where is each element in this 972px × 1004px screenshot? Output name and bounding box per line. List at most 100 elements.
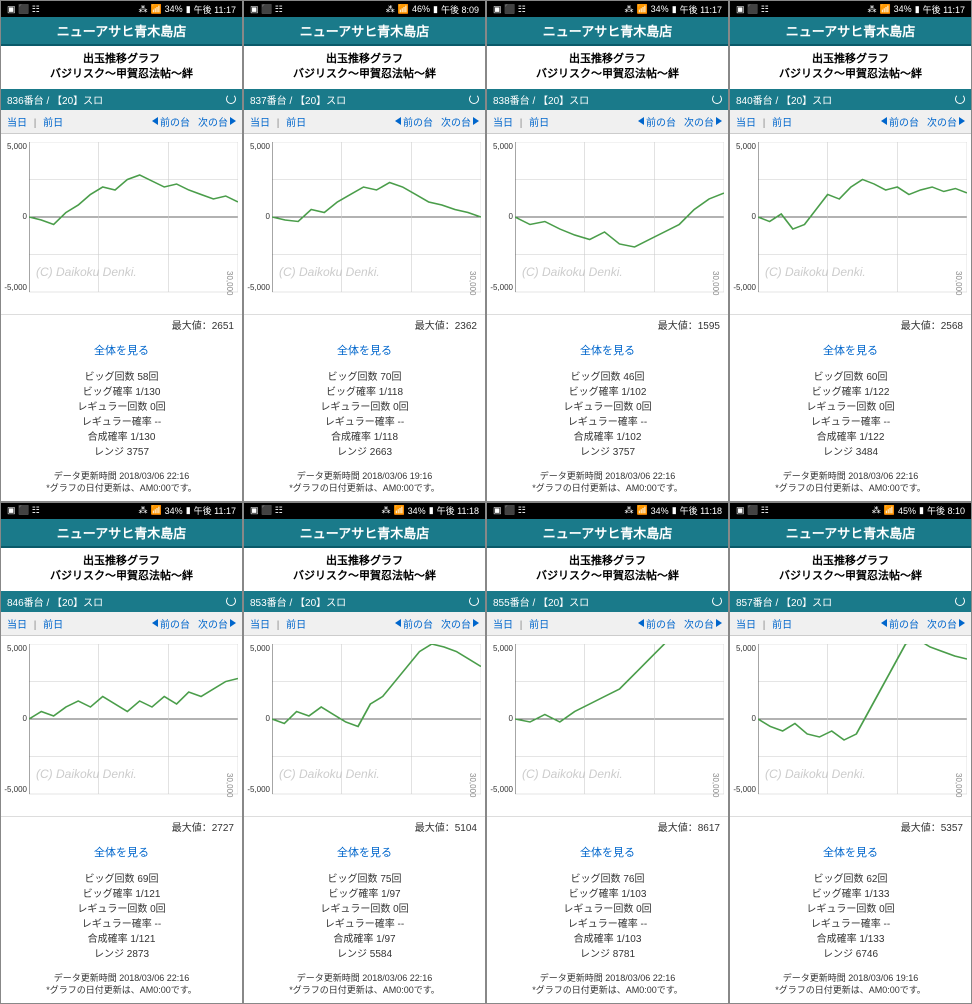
stat-big-rate: ビッグ確率 1/118 xyxy=(248,385,481,400)
next-arrow-icon[interactable] xyxy=(473,117,479,125)
next-arrow-icon[interactable] xyxy=(716,619,722,627)
tab-today[interactable]: 当日 xyxy=(7,620,27,631)
prev-arrow-icon[interactable] xyxy=(395,117,401,125)
stat-reg-count: レギュラー回数 0回 xyxy=(734,902,967,917)
refresh-icon[interactable] xyxy=(469,94,479,104)
next-arrow-icon[interactable] xyxy=(473,619,479,627)
next-arrow-icon[interactable] xyxy=(959,117,965,125)
battery-icon: ▮ xyxy=(672,505,677,516)
y-axis-labels: 5,0000-5,000 xyxy=(246,142,270,292)
title-section: 出玉推移グラフ バジリスク〜甲賀忍法帖〜絆 xyxy=(487,548,728,591)
tab-yesterday[interactable]: 前日 xyxy=(43,118,63,129)
tab-today[interactable]: 当日 xyxy=(493,620,513,631)
next-machine-link[interactable]: 次の台 xyxy=(927,616,957,631)
next-arrow-icon[interactable] xyxy=(230,117,236,125)
next-machine-link[interactable]: 次の台 xyxy=(927,114,957,129)
update-time: データ更新時間 2018/03/06 22:16 xyxy=(734,470,967,483)
machine-panel: ▣ ⬛ ☷ ⁂ 📶 34% ▮ 午後 11:18 ニューアサヒ青木島店 出玉推移… xyxy=(486,502,729,1004)
tab-yesterday[interactable]: 前日 xyxy=(286,118,306,129)
graph-title: 出玉推移グラフ xyxy=(734,52,967,67)
refresh-icon[interactable] xyxy=(226,596,236,606)
next-machine-link[interactable]: 次の台 xyxy=(684,114,714,129)
battery-percent: 46% xyxy=(412,4,430,14)
refresh-icon[interactable] xyxy=(469,596,479,606)
tab-yesterday[interactable]: 前日 xyxy=(43,620,63,631)
view-all-link[interactable]: 全体を見る xyxy=(487,334,728,366)
refresh-icon[interactable] xyxy=(955,94,965,104)
next-arrow-icon[interactable] xyxy=(230,619,236,627)
view-all-link[interactable]: 全体を見る xyxy=(1,334,242,366)
next-arrow-icon[interactable] xyxy=(959,619,965,627)
next-machine-link[interactable]: 次の台 xyxy=(198,114,228,129)
prev-machine-link[interactable]: 前の台 xyxy=(403,616,433,631)
nav-bar: 当日 | 前日 前の台 次の台 xyxy=(1,612,242,636)
tab-today[interactable]: 当日 xyxy=(250,118,270,129)
prev-arrow-icon[interactable] xyxy=(638,117,644,125)
prev-arrow-icon[interactable] xyxy=(152,117,158,125)
stat-combined: 合成確率 1/97 xyxy=(248,932,481,947)
x-axis-label: 30,000 xyxy=(468,271,477,295)
tab-yesterday[interactable]: 前日 xyxy=(286,620,306,631)
nav-bar: 当日 | 前日 前の台 次の台 xyxy=(1,110,242,134)
refresh-icon[interactable] xyxy=(712,94,722,104)
next-machine-link[interactable]: 次の台 xyxy=(441,616,471,631)
prev-arrow-icon[interactable] xyxy=(152,619,158,627)
watermark: (C) Daikoku Denki. xyxy=(279,265,380,279)
prev-machine-link[interactable]: 前の台 xyxy=(160,616,190,631)
graph-title: 出玉推移グラフ xyxy=(248,52,481,67)
prev-arrow-icon[interactable] xyxy=(395,619,401,627)
prev-machine-link[interactable]: 前の台 xyxy=(646,114,676,129)
x-axis-label: 30,000 xyxy=(954,773,963,797)
signal-icon: 📶 xyxy=(150,4,161,15)
machine-bar: 836番台 / 【20】スロ xyxy=(1,89,242,110)
next-arrow-icon[interactable] xyxy=(716,117,722,125)
game-name: バジリスク〜甲賀忍法帖〜絆 xyxy=(734,569,967,584)
tab-yesterday[interactable]: 前日 xyxy=(772,118,792,129)
refresh-icon[interactable] xyxy=(712,596,722,606)
next-machine-link[interactable]: 次の台 xyxy=(684,616,714,631)
refresh-icon[interactable] xyxy=(226,94,236,104)
tab-today[interactable]: 当日 xyxy=(736,118,756,129)
nav-bar: 当日 | 前日 前の台 次の台 xyxy=(487,110,728,134)
stat-reg-rate: レギュラー確率 -- xyxy=(734,917,967,932)
view-all-link[interactable]: 全体を見る xyxy=(730,836,971,868)
prev-arrow-icon[interactable] xyxy=(638,619,644,627)
tab-yesterday[interactable]: 前日 xyxy=(529,118,549,129)
tab-today[interactable]: 当日 xyxy=(7,118,27,129)
tab-today[interactable]: 当日 xyxy=(736,620,756,631)
battery-percent: 34% xyxy=(651,4,669,14)
next-machine-link[interactable]: 次の台 xyxy=(198,616,228,631)
prev-arrow-icon[interactable] xyxy=(881,619,887,627)
update-note: *グラフの日付更新は、AM0:00です。 xyxy=(491,984,724,997)
stat-reg-count: レギュラー回数 0回 xyxy=(491,400,724,415)
prev-machine-link[interactable]: 前の台 xyxy=(160,114,190,129)
prev-machine-link[interactable]: 前の台 xyxy=(646,616,676,631)
stat-big-count: ビッグ回数 58回 xyxy=(5,370,238,385)
tab-yesterday[interactable]: 前日 xyxy=(772,620,792,631)
update-time: データ更新時間 2018/03/06 19:16 xyxy=(734,972,967,985)
view-all-link[interactable]: 全体を見る xyxy=(244,836,485,868)
view-all-link[interactable]: 全体を見る xyxy=(1,836,242,868)
tab-today[interactable]: 当日 xyxy=(250,620,270,631)
prev-machine-link[interactable]: 前の台 xyxy=(889,114,919,129)
tab-yesterday[interactable]: 前日 xyxy=(529,620,549,631)
view-all-link[interactable]: 全体を見る xyxy=(730,334,971,366)
prev-machine-link[interactable]: 前の台 xyxy=(403,114,433,129)
status-bar: ▣ ⬛ ☷ ⁂ 📶 34% ▮ 午後 11:17 xyxy=(1,503,242,519)
title-section: 出玉推移グラフ バジリスク〜甲賀忍法帖〜絆 xyxy=(244,46,485,89)
view-all-link[interactable]: 全体を見る xyxy=(487,836,728,868)
prev-machine-link[interactable]: 前の台 xyxy=(889,616,919,631)
battery-icon: ▮ xyxy=(672,4,677,15)
prev-arrow-icon[interactable] xyxy=(881,117,887,125)
status-bar: ▣ ⬛ ☷ ⁂ 📶 34% ▮ 午後 11:17 xyxy=(487,1,728,17)
refresh-icon[interactable] xyxy=(955,596,965,606)
next-machine-link[interactable]: 次の台 xyxy=(441,114,471,129)
battery-percent: 34% xyxy=(408,506,426,516)
clock-text: 午後 11:18 xyxy=(680,504,722,517)
stat-combined: 合成確率 1/130 xyxy=(5,430,238,445)
tab-today[interactable]: 当日 xyxy=(493,118,513,129)
stat-combined: 合成確率 1/102 xyxy=(491,430,724,445)
machine-bar: 855番台 / 【20】スロ xyxy=(487,591,728,612)
store-name: ニューアサヒ青木島店 xyxy=(1,17,242,46)
view-all-link[interactable]: 全体を見る xyxy=(244,334,485,366)
